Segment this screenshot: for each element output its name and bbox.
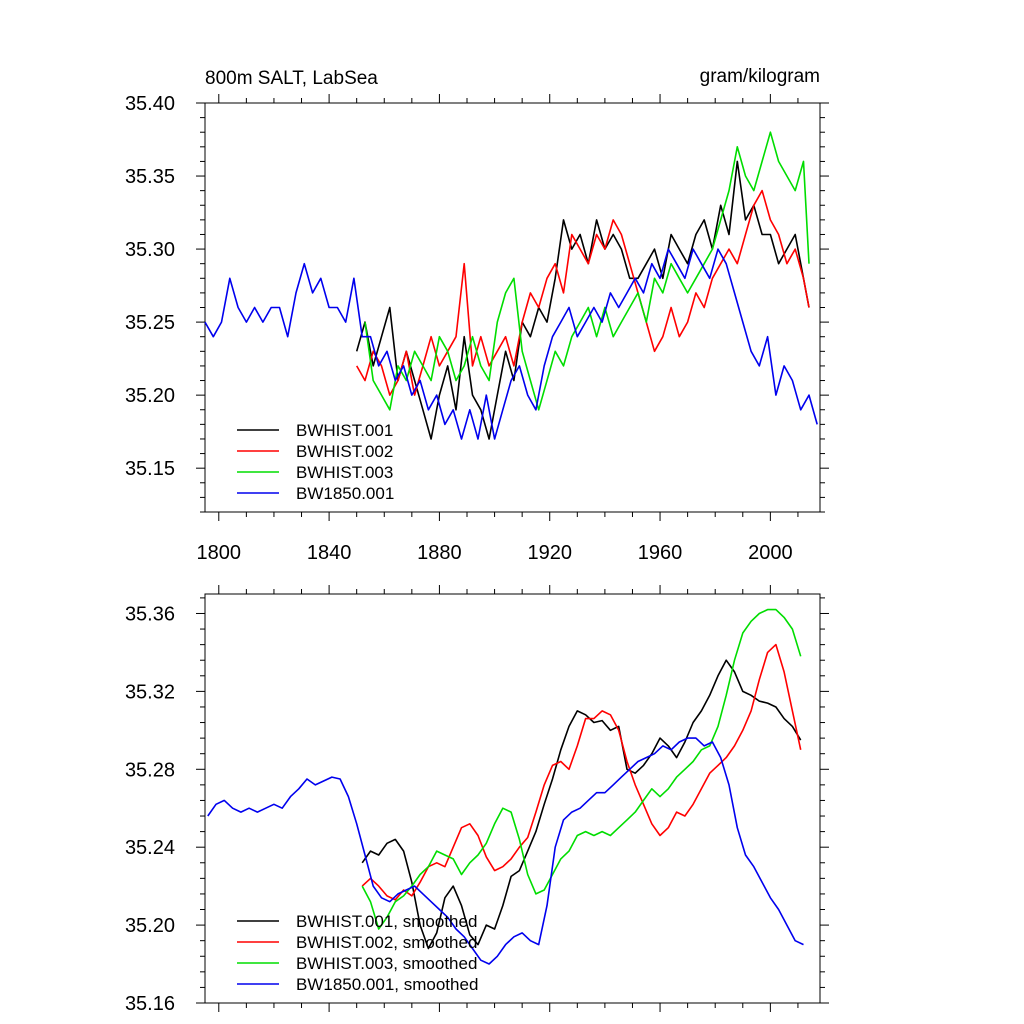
series-line-bw1850-001-smoothed — [207, 737, 804, 965]
series-line-bwhist-002 — [356, 189, 810, 396]
x-tick-label: 1960 — [638, 542, 683, 564]
x-tick-label: 1920 — [527, 542, 572, 564]
legend-label: BWHIST.003, smoothed — [296, 954, 477, 973]
series-line-bw1850-001 — [204, 248, 818, 440]
y-tick-label: 35.36 — [125, 603, 175, 625]
x-tick-label: 1840 — [307, 542, 352, 564]
units-label: gram/kilogram — [700, 66, 820, 87]
legend-label: BW1850.001 — [296, 484, 394, 503]
x-tick-label: 2000 — [748, 542, 793, 564]
legend-label: BWHIST.002 — [296, 442, 393, 461]
legend-label: BWHIST.001, smoothed — [296, 912, 477, 931]
series-line-bwhist-001-smoothed — [361, 659, 802, 950]
y-tick-label: 35.16 — [125, 993, 175, 1015]
y-tick-label: 35.15 — [125, 458, 175, 480]
legend-label: BWHIST.001 — [296, 421, 393, 440]
y-tick-label: 35.35 — [125, 166, 175, 188]
series-line-bwhist-003 — [364, 131, 810, 411]
chart-title: 800m SALT, LabSea — [205, 68, 378, 89]
y-tick-label: 35.30 — [125, 239, 175, 261]
legend-label: BWHIST.003 — [296, 463, 393, 482]
plot-frame — [204, 593, 821, 1004]
series-line-bwhist-001 — [355, 160, 810, 440]
top-panel: 800m SALT, LabSea gram/kilogram 1800 1840… — [125, 66, 829, 564]
y-tick-label: 35.24 — [125, 837, 175, 859]
x-tick-label: 1880 — [417, 542, 462, 564]
y-tick-label: 35.32 — [125, 681, 175, 703]
x-tick-label: 1800 — [197, 542, 242, 564]
bottom-panel: 35.36 35.32 35.28 35.24 35.20 35.16 BWHIST.001… — [125, 585, 829, 1015]
series-line-bwhist-003-smoothed — [361, 608, 802, 930]
y-tick-label: 35.20 — [125, 385, 175, 407]
y-tick-label: 35.20 — [125, 915, 175, 937]
legend-label: BWHIST.002, smoothed — [296, 933, 477, 952]
y-tick-label: 35.25 — [125, 312, 175, 334]
legend-label: BW1850.001, smoothed — [296, 975, 478, 994]
y-tick-label: 35.28 — [125, 759, 175, 781]
y-tick-label: 35.40 — [125, 93, 175, 115]
series-line-bwhist-002-smoothed — [361, 643, 802, 901]
